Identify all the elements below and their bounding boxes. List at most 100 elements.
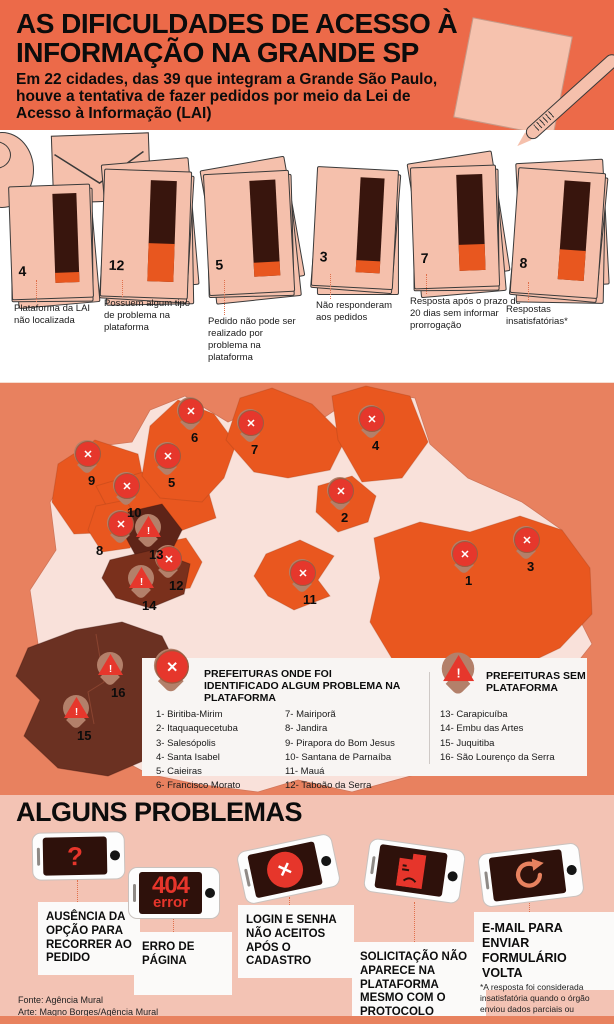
stat-value: 8 [519, 254, 529, 271]
x-glyph: ✕ [336, 485, 346, 498]
pin-number: 1 [465, 573, 473, 588]
x-circle-icon: ✕ [262, 846, 309, 893]
pin-number: 6 [191, 430, 199, 445]
legend-item: 10- Santana de Parnaíba [285, 751, 392, 763]
problem-card: E-MAIL PARA ENVIAR FORMULÁRIO VOLTA [474, 912, 614, 990]
connector-line [77, 880, 78, 902]
x-circle-icon: ✕ [155, 443, 181, 469]
phone-home-button [320, 855, 333, 867]
x-circle-icon: ✕ [290, 560, 316, 586]
stat-bar-fill [254, 261, 280, 278]
error-404-icon: 404 error [151, 872, 190, 910]
pin-number: 3 [527, 559, 535, 574]
phone-screen [374, 843, 448, 898]
x-glyph: ✕ [83, 448, 93, 461]
phone-home-button [205, 888, 215, 898]
connector-line [224, 280, 225, 315]
legend-problem-title: PREFEITURAS ONDE FOI IDENTIFICADO ALGUM … [204, 668, 400, 705]
stat-bar [147, 180, 178, 282]
stat-bar-fill [558, 249, 587, 281]
legend-item: 5- Caieiras [156, 766, 202, 777]
stat-bar [355, 177, 385, 274]
stat-value: 12 [108, 257, 125, 274]
legend-no-platform-list: 13- Carapicuíba 14- Embu das Artes 15- J… [440, 708, 582, 765]
x-glyph: ✕ [367, 413, 377, 426]
legend-item: 14- Embu das Artes [440, 723, 524, 735]
stat-bar [52, 192, 80, 284]
map-pin-2: ✕ 2 [324, 475, 356, 525]
phone-404: 404 error [128, 867, 220, 919]
page: 7 [409, 164, 501, 290]
x-circle-icon: ✕ [328, 478, 354, 504]
phone-screen: ✕ [247, 841, 323, 899]
map-pin-15: ! 15 [60, 693, 92, 743]
pin-number: 16 [111, 685, 126, 700]
mug-inner [0, 141, 11, 169]
page: 5 [202, 169, 296, 297]
question-mark-icon: ? [66, 840, 84, 871]
exclamation-glyph: ! [456, 667, 461, 682]
stat-bar-fill [55, 272, 80, 284]
doc-stack: 5 [199, 155, 306, 305]
connector-line [426, 274, 427, 294]
phone-home-button [566, 864, 578, 876]
credits: Fonte: Agência Mural Arte: Magno Borges/… [18, 994, 158, 1018]
phone-screen: 404 error [139, 872, 202, 914]
stat-label: Plataforma da LAI não localizada [14, 303, 91, 326]
connector-line [414, 902, 415, 942]
problems-section: ALGUNS PROBLEMAS ? AUSÊNCIA DA OPÇÃO PAR… [0, 795, 614, 1024]
stat-label: Pedido não pode ser realizado por proble… [208, 316, 296, 363]
phone-speaker [133, 884, 136, 902]
stats-section: 4 Plataforma da LAI não localizada 12 Po… [0, 130, 614, 382]
phone-speaker [370, 856, 376, 875]
phone-home-button [446, 870, 459, 883]
error-404-number: 404 [151, 872, 190, 900]
map-pin-3: ✕ 3 [510, 524, 542, 574]
legend-item: 11- Mauá [285, 766, 325, 777]
x-circle-icon: ✕ [155, 649, 189, 684]
stat-value: 5 [214, 256, 224, 274]
legend-item: 7- Mairiporã [285, 709, 336, 720]
map-region-1-3 [369, 515, 593, 695]
legend-item: 6- Francisco Morato [156, 780, 241, 792]
phone-protocol [362, 837, 467, 905]
connector-line [173, 919, 174, 932]
legend-no-platform-title: PREFEITURAS SEM PLATAFORMA [486, 670, 586, 695]
pin-number: 8 [96, 543, 104, 558]
exclamation-glyph: ! [139, 577, 144, 588]
stat-bar-fill [355, 259, 381, 274]
x-circle-icon: ✕ [108, 511, 134, 537]
connector-line [289, 897, 290, 905]
connector-line [36, 280, 37, 302]
x-glyph: ✕ [298, 567, 308, 580]
pin-number: 13 [149, 547, 164, 562]
phone-speaker [36, 847, 40, 866]
legend-item: 3- Salesópolis [156, 737, 216, 749]
phone-home-button [109, 850, 121, 861]
doc-stack: 4 [8, 183, 101, 310]
stat-label: Possuem algum tipo de problema na plataf… [104, 298, 191, 333]
connector-line [529, 903, 530, 912]
x-circle-icon: ✕ [178, 398, 204, 424]
legend-item: 15- Juquitiba [440, 737, 495, 749]
phone-email [477, 841, 585, 909]
legend-item: 13- Carapicuíba [440, 709, 508, 720]
credit-art: Arte: Magno Borges/Agência Mural [18, 1007, 159, 1018]
sad-document-icon [395, 853, 426, 890]
doc-stack: 12 [98, 157, 200, 306]
pin-number: 12 [169, 578, 184, 593]
exclamation-glyph: ! [146, 526, 151, 537]
map-legend: ✕ PREFEITURAS ONDE FOI IDENTIFICADO ALGU… [142, 648, 587, 791]
phone-screen: ? [42, 836, 108, 876]
page-subtitle: Em 22 cidades, das 39 que integram a Gra… [16, 71, 438, 123]
stat-value: 4 [18, 262, 27, 279]
map-pin-14: ! 14 [125, 563, 157, 613]
x-glyph: ✕ [166, 659, 179, 676]
phone-question: ? [31, 831, 126, 881]
phone-login: ✕ [235, 832, 342, 906]
page: 4 [8, 183, 94, 301]
problem-card: AUSÊNCIA DA OPÇÃO PARA RECORRER AO PEDID… [38, 902, 140, 976]
legend-problem-pin-icon: ✕ [150, 646, 192, 706]
phone-screen [488, 849, 567, 902]
